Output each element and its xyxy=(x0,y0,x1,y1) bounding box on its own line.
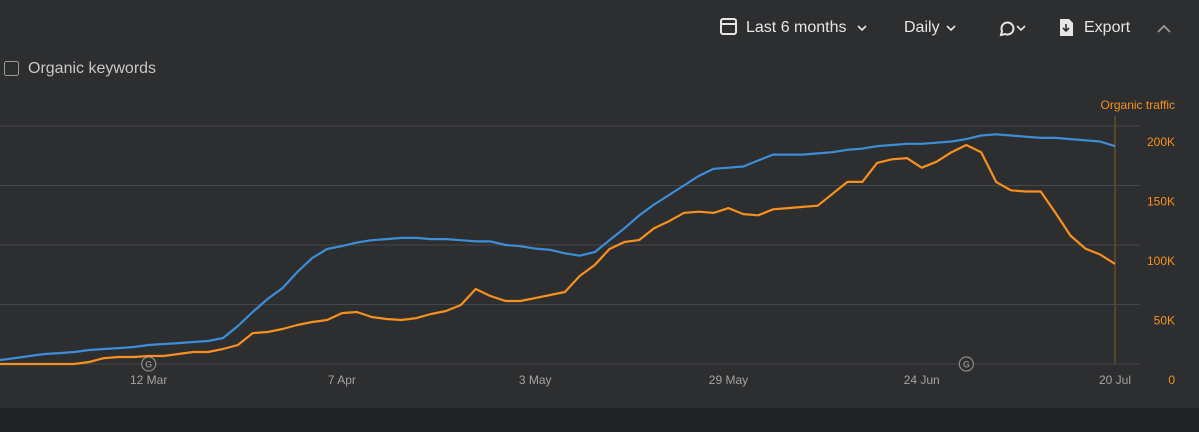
period-button[interactable]: Last 6 months xyxy=(720,18,867,36)
chevron xyxy=(946,25,956,32)
marker-label: G xyxy=(145,359,152,369)
y-tick-label: 150K xyxy=(1147,195,1175,209)
comment-icon xyxy=(999,21,1015,37)
x-tick-label: 12 Mar xyxy=(130,373,167,387)
calendar-icon xyxy=(720,18,737,35)
export-button[interactable]: Export xyxy=(1060,19,1131,36)
export-label: Export xyxy=(1084,19,1131,36)
series-line xyxy=(0,143,1116,366)
footer-strip xyxy=(0,408,1199,432)
collapse-button[interactable] xyxy=(1157,24,1171,33)
x-tick-label: 24 Jun xyxy=(904,373,940,387)
checkbox xyxy=(4,61,19,76)
y-tick-label: 50K xyxy=(1154,314,1175,328)
interval-button[interactable]: Daily xyxy=(904,19,956,36)
x-tick-label: 29 May xyxy=(709,373,748,387)
background xyxy=(0,0,1199,408)
notes-button[interactable] xyxy=(999,21,1026,37)
marker-label: G xyxy=(963,359,970,369)
x-tick-label: 7 Apr xyxy=(328,373,356,387)
interval-label: Daily xyxy=(904,19,940,36)
y-axis-title: Organic traffic xyxy=(1101,98,1175,112)
series-line xyxy=(0,133,1116,362)
annotation-marker: G xyxy=(958,356,974,372)
x-tick-label: 20 Jul xyxy=(1099,373,1131,387)
annotation-marker: G xyxy=(141,356,157,372)
checkbox-label: Organic keywords xyxy=(28,60,156,77)
legend-checkbox[interactable]: Organic keywords xyxy=(4,60,157,77)
y-tick-label: 100K xyxy=(1147,254,1175,268)
period-label: Last 6 months xyxy=(746,19,847,36)
chevron xyxy=(1016,25,1026,32)
marker-circle xyxy=(958,356,974,372)
chevron xyxy=(857,25,867,32)
y-tick-label: 0 xyxy=(1168,373,1175,387)
export-icon xyxy=(1062,24,1070,33)
y-tick-label: 200K xyxy=(1147,135,1175,149)
x-tick-label: 3 May xyxy=(519,373,552,387)
